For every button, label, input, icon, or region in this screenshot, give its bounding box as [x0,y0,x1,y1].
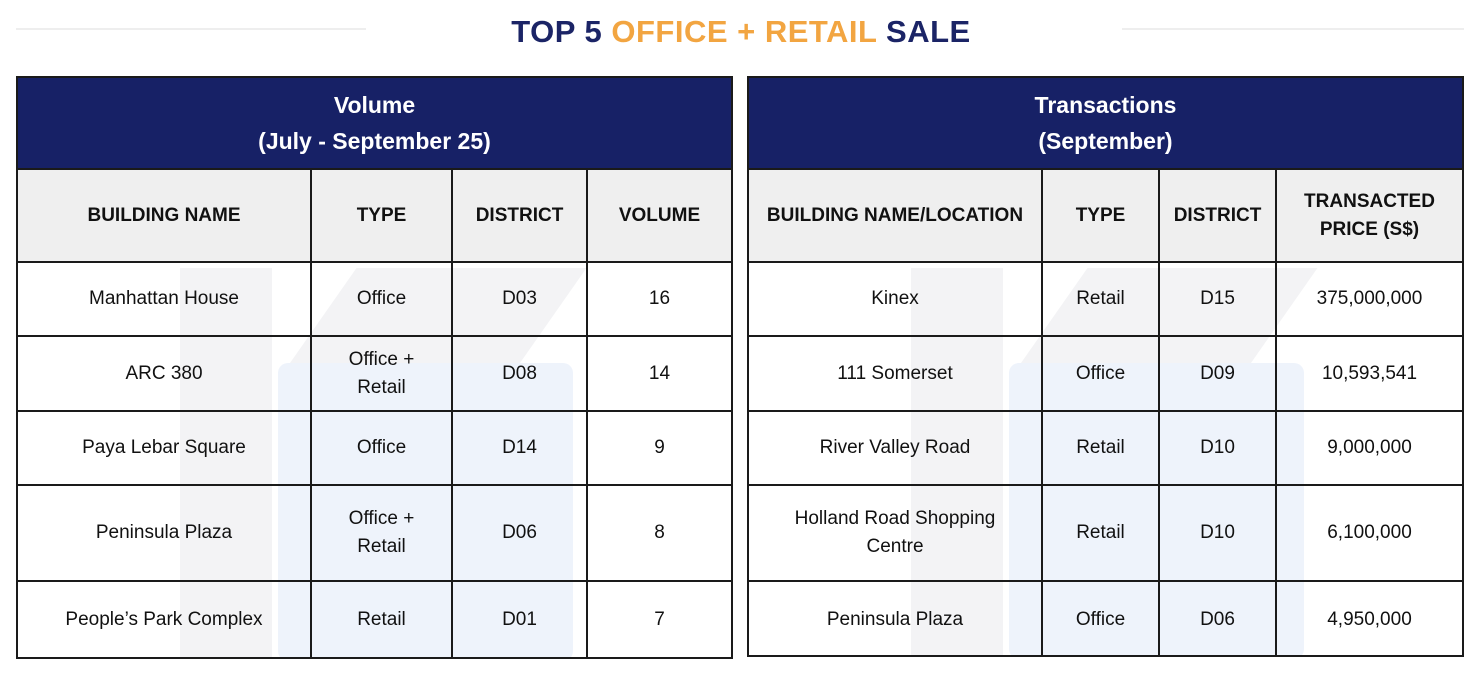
type-cell: Office [311,411,453,486]
district-cell: D06 [1159,581,1277,655]
building-name-cell: ARC 380 [18,336,312,412]
type-cell: Office [1042,336,1160,412]
transactions-table: BUILDING NAME/LOCATION TYPE DISTRICT TRA… [749,170,1462,655]
transactions-panel-heading: Transactions (September) [749,78,1462,170]
column-header: DISTRICT [452,170,588,263]
building-name-cell: Holland Road Shopping Centre [749,485,1043,582]
price-cell: 375,000,000 [1276,262,1462,337]
volume-table: BUILDING NAME TYPE DISTRICT VOLUME Manha… [18,170,731,657]
building-name-cell: 111 Somerset [749,336,1043,412]
building-name-cell: River Valley Road [749,411,1043,486]
type-cell: Retail [1042,485,1160,582]
table-row: 111 Somerset Office D09 10,593,541 [749,336,1462,412]
column-header: TYPE [1042,170,1160,263]
column-header: VOLUME [587,170,731,263]
column-header: TYPE [311,170,453,263]
district-cell: D03 [452,262,588,337]
volume-panel-heading: Volume (July - September 25) [18,78,731,170]
volume-cell: 7 [654,608,665,630]
type-cell: Retail [311,581,453,657]
table-row: Peninsula Plaza Office + Retail D06 8 [18,485,731,582]
volume-panel: Volume (July - September 25) BUILDING NA… [16,76,733,659]
volume-heading-line2: (July - September 25) [258,128,491,154]
type-cell: Office + Retail [311,336,453,412]
column-header: BUILDING NAME [18,170,312,263]
building-name-cell: Peninsula Plaza [749,581,1043,655]
price-cell: 6,100,000 [1276,485,1462,582]
transactions-panel: Transactions (September) BUILDING NAME/L… [747,76,1464,657]
type-cell: Retail [1042,411,1160,486]
building-name-cell: Manhattan House [18,262,312,337]
column-header: DISTRICT [1159,170,1277,263]
table-row: Kinex Retail D15 375,000,000 [749,262,1462,337]
building-name-cell: Kinex [749,262,1043,337]
volume-cell: 8 [587,485,731,582]
district-cell: D10 [1159,411,1277,486]
type-cell: Retail [1042,262,1160,337]
title-rule-left [16,28,366,30]
table-row: Paya Lebar Square Office D14 9 [18,411,731,486]
district-cell: D09 [1159,336,1277,412]
transactions-heading-line2: (September) [1038,128,1173,154]
column-header: BUILDING NAME/LOCATION [749,170,1043,263]
table-header-row: BUILDING NAME TYPE DISTRICT VOLUME [18,170,731,263]
type-cell: Office [311,262,453,337]
volume-cell: 14 [587,336,731,412]
column-header: TRANSACTED PRICE (S$) [1276,170,1462,263]
volume-cell: 9 [587,411,731,486]
table-row: Holland Road Shopping Centre Retail D10 … [749,485,1462,582]
volume-heading-line1: Volume [333,92,416,118]
table-row: Manhattan House Office D03 16 [18,262,731,337]
building-name-cell: Peninsula Plaza [18,485,312,582]
table-row: River Valley Road Retail D10 9,000,000 [749,411,1462,486]
transactions-heading-line1: Transactions [1034,92,1177,118]
title-part-2: OFFICE + RETAIL [611,14,877,49]
table-row: Peninsula Plaza Office D06 4,950,000 [749,581,1462,655]
price-cell: 4,950,000 [1327,608,1412,630]
price-cell: 10,593,541 [1276,336,1462,412]
building-name-cell: Paya Lebar Square [18,411,312,486]
district-cell: D01 [452,581,588,657]
building-name-cell: People’s Park Complex [18,581,312,657]
district-cell: D14 [452,411,588,486]
page-title: TOP 5 OFFICE + RETAIL SALE [0,10,1482,54]
table-header-row: BUILDING NAME/LOCATION TYPE DISTRICT TRA… [749,170,1462,263]
table-row: ARC 380 Office + Retail D08 14 [18,336,731,412]
district-cell: D06 [452,485,588,582]
price-cell: 9,000,000 [1276,411,1462,486]
title-part-3: SALE [876,14,971,49]
title-rule-right [1122,28,1464,30]
table-row: People’s Park Complex Retail D01 7 [18,581,731,657]
volume-cell: 16 [587,262,731,337]
type-cell: Office [1042,581,1160,655]
title-part-1: TOP 5 [511,14,612,49]
district-cell: D15 [1159,262,1277,337]
district-cell: D10 [1159,485,1277,582]
type-cell: Office + Retail [311,485,453,582]
district-cell: D08 [452,336,588,412]
